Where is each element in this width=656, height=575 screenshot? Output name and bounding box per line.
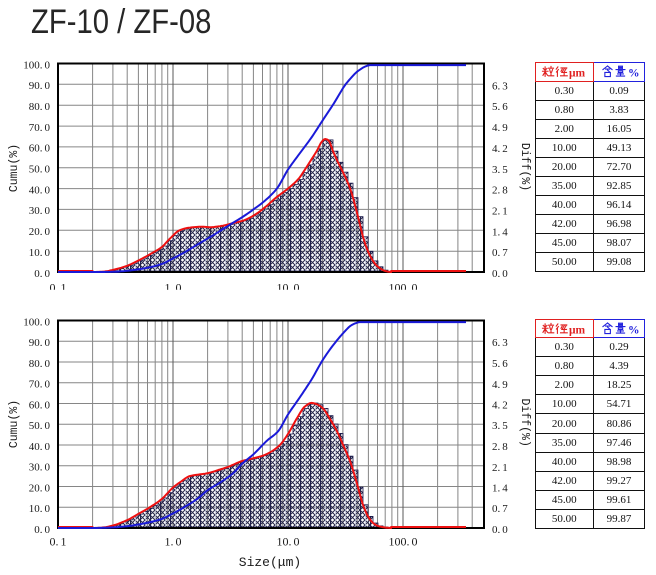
- svg-text:μm: μm: [569, 325, 586, 337]
- svg-text:0.0: 0. 0: [34, 268, 50, 280]
- svg-text:3.5: 3. 5: [492, 420, 508, 432]
- svg-text:Size(μm): Size(μm): [239, 555, 301, 570]
- svg-text:100.0: 100. 0: [389, 534, 418, 548]
- svg-text:6.3: 6. 3: [492, 337, 508, 349]
- svg-text:100.0: 100. 0: [23, 316, 50, 328]
- svg-text:6.3: 6. 3: [492, 80, 508, 92]
- svg-text:30.0: 30. 0: [29, 462, 51, 474]
- svg-text:20.0: 20. 0: [29, 226, 51, 238]
- svg-text:80.0: 80. 0: [29, 101, 51, 113]
- svg-text:2.8: 2. 8: [492, 441, 508, 453]
- svg-text:5.6: 5. 6: [492, 358, 508, 370]
- svg-text:10.0: 10. 0: [29, 247, 51, 259]
- svg-text:2.1: 2. 1: [492, 206, 508, 218]
- svg-text:Diff(%): Diff(%): [518, 399, 531, 447]
- svg-text:100.0: 100. 0: [23, 59, 50, 71]
- svg-text:0.0: 0. 0: [492, 268, 508, 280]
- svg-text:50.0: 50. 0: [29, 420, 51, 432]
- svg-text:2.8: 2. 8: [492, 185, 508, 197]
- svg-text:60.0: 60. 0: [29, 143, 51, 155]
- svg-text:μm: μm: [569, 68, 586, 80]
- svg-text:4.2: 4. 2: [492, 400, 508, 412]
- svg-text:Cumu(%): Cumu(%): [8, 400, 21, 448]
- svg-text:20.0: 20. 0: [29, 482, 51, 494]
- svg-text:0.0: 0. 0: [492, 524, 508, 536]
- svg-text:1.0: 1. 0: [165, 534, 182, 548]
- svg-text:10.0: 10. 0: [29, 503, 51, 515]
- svg-text:50.0: 50. 0: [29, 164, 51, 176]
- svg-text:80.0: 80. 0: [29, 358, 51, 370]
- svg-text:0.7: 0. 7: [492, 503, 508, 515]
- svg-text:1.4: 1. 4: [492, 483, 508, 495]
- svg-text:Cumu(%): Cumu(%): [8, 144, 21, 192]
- svg-text:90.0: 90. 0: [29, 80, 51, 92]
- svg-text:4.2: 4. 2: [492, 143, 508, 155]
- svg-text:10.0: 10. 0: [277, 534, 300, 548]
- svg-text:2.1: 2. 1: [492, 462, 508, 474]
- svg-text:3.5: 3. 5: [492, 164, 508, 176]
- svg-text:0.1: 0. 1: [50, 534, 67, 548]
- svg-text:%: %: [628, 68, 640, 80]
- svg-text:0.7: 0. 7: [492, 247, 508, 259]
- svg-text:70.0: 70. 0: [29, 122, 51, 134]
- svg-text:4.9: 4. 9: [492, 122, 508, 134]
- svg-text:1.4: 1. 4: [492, 226, 508, 238]
- svg-text:Diff(%): Diff(%): [518, 143, 531, 191]
- svg-text:60.0: 60. 0: [29, 399, 51, 411]
- svg-text:40.0: 40. 0: [29, 441, 51, 453]
- svg-text:30.0: 30. 0: [29, 205, 51, 217]
- svg-text:4.9: 4. 9: [492, 379, 508, 391]
- svg-text:0.0: 0. 0: [34, 524, 50, 536]
- svg-text:90.0: 90. 0: [29, 337, 51, 349]
- svg-text:40.0: 40. 0: [29, 184, 51, 196]
- svg-text:70.0: 70. 0: [29, 379, 51, 391]
- svg-text:5.6: 5. 6: [492, 101, 508, 113]
- svg-text:%: %: [628, 325, 640, 337]
